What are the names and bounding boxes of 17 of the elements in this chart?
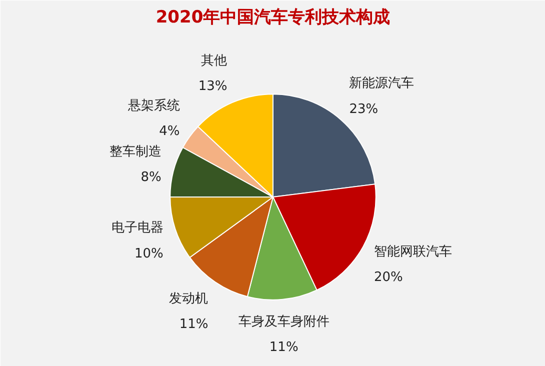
data-label: 11% (269, 340, 298, 355)
slice-label: 电子电器 (111, 220, 164, 236)
data-label: 20% (374, 270, 403, 285)
slice-label: 车身及车身附件 (238, 314, 330, 330)
slice-label: 发动机 (169, 291, 208, 306)
data-label: 13% (198, 78, 228, 94)
slice-label: 智能网联汽车 (374, 244, 452, 260)
slice-label: 整车制造 (109, 144, 162, 160)
chart-title: 2020年中国汽车专利技术构成 (156, 8, 390, 28)
slice-label: 悬架系统 (126, 98, 180, 114)
data-label: 4% (159, 124, 180, 139)
data-label: 8% (140, 170, 162, 186)
slice-label: 新能源汽车 (349, 76, 414, 92)
data-label: 10% (134, 246, 164, 262)
data-label: 11% (179, 316, 208, 332)
slice-label: 其他 (201, 53, 228, 68)
data-label: 23% (349, 102, 378, 117)
